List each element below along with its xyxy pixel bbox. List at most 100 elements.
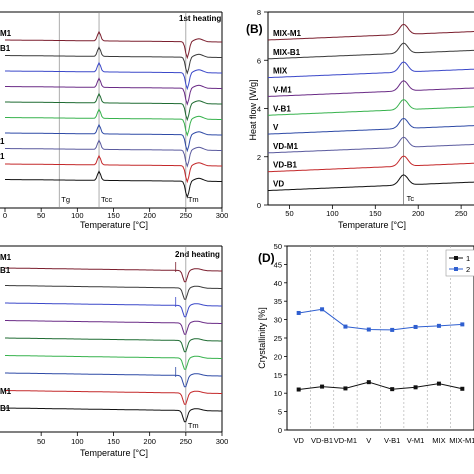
panel-d-legend-label-1: 2 (466, 265, 470, 274)
panel-a-curve-2 (5, 61, 222, 91)
panel-a-curve-5 (5, 108, 222, 137)
panel-d-legend-label-0: 1 (466, 254, 470, 263)
panel-c-curve-3 (5, 320, 222, 335)
panel-a-curve-9 (5, 170, 222, 199)
panel-a-series-label-0: M1 (0, 29, 12, 38)
panel-d-point-0-7 (460, 386, 465, 391)
panel-b-series-label-0: MIX-M1 (273, 29, 302, 38)
panel-d-category-0: VD (293, 436, 304, 445)
panel-d-ytick-4: 20 (274, 352, 282, 361)
panel-c-curve-7 (5, 390, 222, 405)
panel-c-xtick-3: 200 (143, 437, 156, 446)
panel-b-xlabel: Temperature [°C] (338, 220, 406, 230)
panel-d-ytick-6: 30 (274, 316, 282, 325)
panel-b-series-labels: MIX-M1 MIX-B1 MIX V-M1 V-B1 V VD-M1 VD-B1 VD (273, 29, 302, 189)
panel-a-curve-7 (5, 139, 222, 168)
panel-a-series-label-2: 1 (0, 137, 5, 146)
panel-a-annotation-tg: Tg (61, 195, 70, 204)
panel-c-series-label-3: B1 (0, 404, 11, 413)
panel-d-legend: 12 (445, 249, 474, 277)
panel-d-categories: VD VD-B1 VD-M1 V V-B1 V-M1 MIX MIX-M1 (293, 246, 474, 445)
panel-a-annotations: Tg Tcc Tm (61, 195, 198, 204)
panel-c-series-label-0: M1 (0, 253, 12, 262)
panel-d-point-0-4 (390, 387, 395, 392)
panel-d-ytick-7: 35 (274, 297, 282, 306)
panel-c-curve-8 (5, 407, 222, 423)
panel-d-category-2: VD-M1 (334, 436, 357, 445)
panel-d-ytick-8: 40 (274, 279, 282, 288)
panel-a-xtick-5: 250 (180, 211, 193, 220)
panel-b-curve-7 (267, 155, 474, 173)
panel-d-point-0-1 (320, 384, 325, 389)
panel-d-legend-marker-0 (454, 256, 458, 260)
panel-d-ytick-9: 45 (274, 260, 282, 269)
panel-b-curve-5 (267, 117, 474, 135)
panel-a-annotation-tcc: Tcc (101, 195, 113, 204)
panel-d-category-4: V-B1 (384, 436, 400, 445)
panel-d-point-0-6 (436, 381, 441, 386)
panel-a-xtick-0: 0 (3, 211, 7, 220)
panel-d-point-0-0 (296, 387, 301, 392)
panel-a-xlabel: Temperature [°C] (80, 220, 148, 230)
panel-b-series-label-7: VD-B1 (273, 161, 298, 170)
panel-d-category-7: MIX-M1 (449, 436, 474, 445)
panel-c-series-label-1: B1 (0, 266, 11, 275)
panel-d-point-1-1 (320, 307, 325, 312)
panel-b-curve-3 (268, 80, 474, 97)
panel-d-point-1-7 (460, 322, 465, 327)
panel-a-x-ticks: 0 50 100 150 200 250 300 (3, 208, 228, 220)
panel-b-xtick-2: 150 (369, 209, 382, 218)
panel-d-category-5: V-M1 (407, 436, 425, 445)
panel-a-series-label-3: 1 (0, 152, 5, 161)
panel-c-annotations: Tm (188, 421, 199, 430)
panel-b-ytick-2: 4 (257, 105, 261, 114)
panel-a-annotation-tm: Tm (188, 195, 199, 204)
panel-b-xtick-3: 200 (412, 209, 425, 218)
panel-d-ytick-1: 5 (278, 408, 282, 417)
panel-a-curve-0 (5, 30, 222, 60)
panel-d-ylabel: Crystallinity [%] (257, 307, 267, 369)
panel-c-curves (5, 262, 222, 423)
panel-b-series-label-6: VD-M1 (273, 142, 298, 151)
panel-d-ytick-5: 25 (274, 334, 282, 343)
panel-d-point-1-2 (343, 324, 348, 329)
panel-d-point-1-3 (366, 327, 371, 332)
panel-c: 2nd heating M1 B1 M1 B1 50 100 150 200 250 300 T… (0, 245, 228, 458)
panel-c-curve-4 (5, 337, 222, 353)
panel-c-xtick-4: 250 (180, 437, 193, 446)
panel-d-legend-marker-1 (454, 267, 458, 271)
panel-a: 1st heating M1 B1 1 1 0 50 100 150 200 250 300 Tg… (0, 11, 228, 230)
panel-a-curve-4 (5, 92, 222, 122)
panel-a-xtick-3: 150 (107, 211, 120, 220)
panel-d-y-ticks: 0 5 10 15 20 25 30 35 40 45 50 (274, 242, 287, 435)
panel-d-point-0-2 (343, 386, 348, 391)
panel-b-ytick-3: 6 (257, 56, 261, 65)
panel-d-series (296, 307, 465, 392)
panel-d-series-line-0 (298, 381, 463, 390)
panel-b-series-label-2: MIX (273, 67, 288, 76)
panel-b-ytick-0: 0 (257, 201, 261, 210)
panel-c-title: 2nd heating (175, 250, 220, 259)
panel-b-ytick-4: 8 (257, 8, 261, 17)
panel-b-ylabel: Heat flow [W/g] (248, 79, 258, 140)
panel-a-curve-3 (5, 77, 222, 106)
panel-b-x-ticks: 50 100 150 200 250 (285, 205, 467, 218)
panel-d-point-1-4 (390, 327, 395, 332)
panel-d-point-1-6 (436, 323, 441, 328)
panel-c-series-labels: M1 B1 M1 B1 (0, 253, 12, 413)
panel-a-curves (5, 30, 222, 199)
panel-c-x-ticks: 50 100 150 200 250 300 (37, 432, 228, 446)
panel-c-curve-1 (5, 285, 222, 300)
panel-c-curve-5 (5, 355, 222, 370)
panel-d-category-6: MIX (432, 436, 445, 445)
panel-c-series-label-2: M1 (0, 387, 12, 396)
panel-a-curve-6 (5, 123, 222, 153)
panel-d: (D) Crystallinity [%] 0 5 10 15 20 25 30 35 40 45… (257, 242, 474, 445)
panel-c-curve-2 (5, 302, 222, 318)
panel-a-series-labels: M1 B1 1 1 (0, 29, 12, 161)
panel-b-curve-6 (267, 136, 474, 154)
panel-b-series-label-8: VD (273, 180, 284, 189)
panel-c-xtick-1: 100 (71, 437, 84, 446)
panel-b-series-label-1: MIX-B1 (273, 48, 301, 57)
